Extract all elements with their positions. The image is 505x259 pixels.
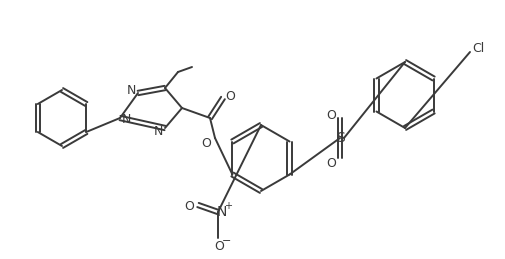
Text: N: N (216, 205, 227, 219)
Text: N: N (153, 125, 163, 138)
Text: −: − (222, 236, 231, 246)
Text: O: O (200, 136, 211, 149)
Text: N: N (121, 112, 130, 126)
Text: O: O (225, 90, 234, 103)
Text: O: O (325, 156, 335, 169)
Text: O: O (184, 199, 193, 212)
Text: O: O (214, 240, 224, 253)
Text: N: N (126, 83, 135, 97)
Text: +: + (224, 201, 231, 211)
Text: Cl: Cl (471, 41, 483, 54)
Text: O: O (325, 109, 335, 121)
Text: S: S (336, 131, 345, 145)
